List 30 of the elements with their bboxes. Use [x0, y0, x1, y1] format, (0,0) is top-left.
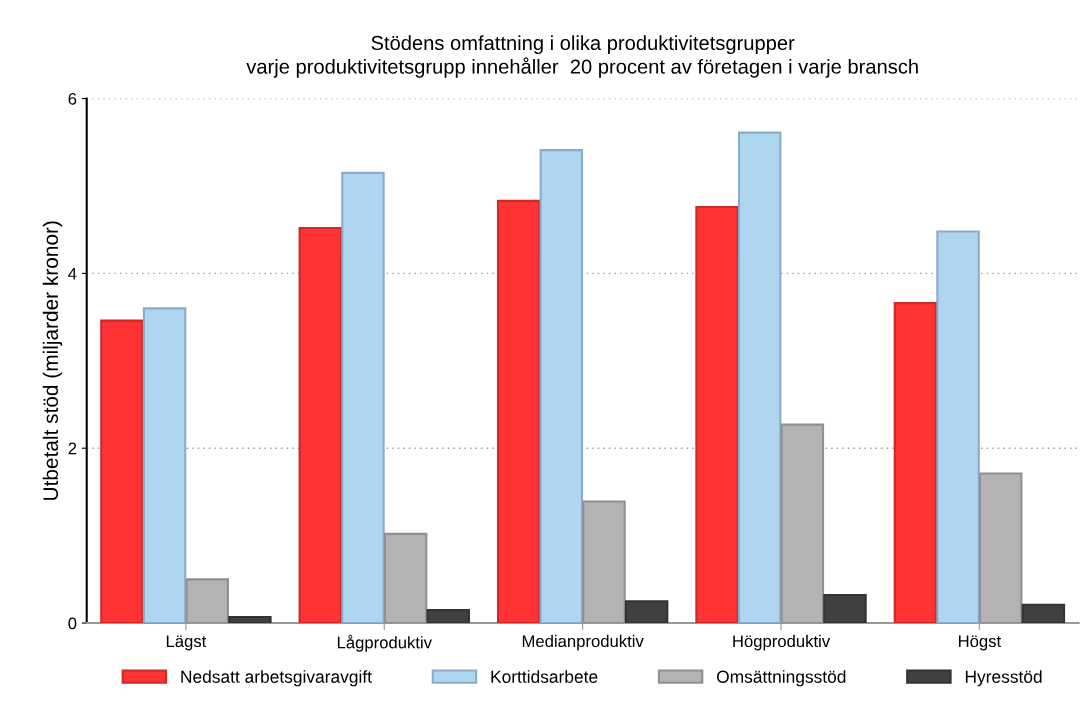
bar [737, 131, 782, 624]
bar [893, 302, 938, 624]
bar [695, 205, 739, 624]
bar [823, 594, 867, 624]
y-tick-label: 4 [68, 267, 77, 280]
chart-title: Stödens omfattning i olika produktivitetsgrupper varje produktivitetsgrupp innehåller 20 procent av företagen i varje bransch [246, 35, 918, 78]
x-tick-label: Högst [958, 635, 1002, 651]
bar [228, 615, 272, 624]
legend-label: Omsättningsstöd [716, 670, 846, 687]
bar [426, 608, 470, 624]
x-tick-label: Högproduktiv [733, 634, 831, 651]
x-tick-label: Lågproduktiv [337, 634, 432, 652]
x-tick-label: Medianproduktiv [522, 634, 644, 651]
bar [298, 226, 343, 624]
legend-label: Nedsatt arbetsgivaravgift [181, 670, 372, 687]
x-tick-label: Lägst [166, 635, 207, 651]
y-axis-title: Utbetalt stöd (miljarder kronor) [42, 221, 63, 500]
bar [1021, 603, 1066, 624]
legend-label: Korttidsarbete [491, 670, 598, 683]
y-tick-label: 2 [68, 442, 77, 455]
y-tick-label: 0 [68, 617, 77, 630]
bar [624, 600, 669, 624]
bar [341, 171, 385, 624]
bar [142, 307, 187, 624]
bar [936, 230, 980, 624]
bar [496, 199, 541, 624]
bar [100, 319, 144, 624]
y-tick-label: 6 [68, 92, 77, 105]
bar [539, 149, 584, 624]
legend-label: Hyresstöd [965, 670, 1042, 687]
